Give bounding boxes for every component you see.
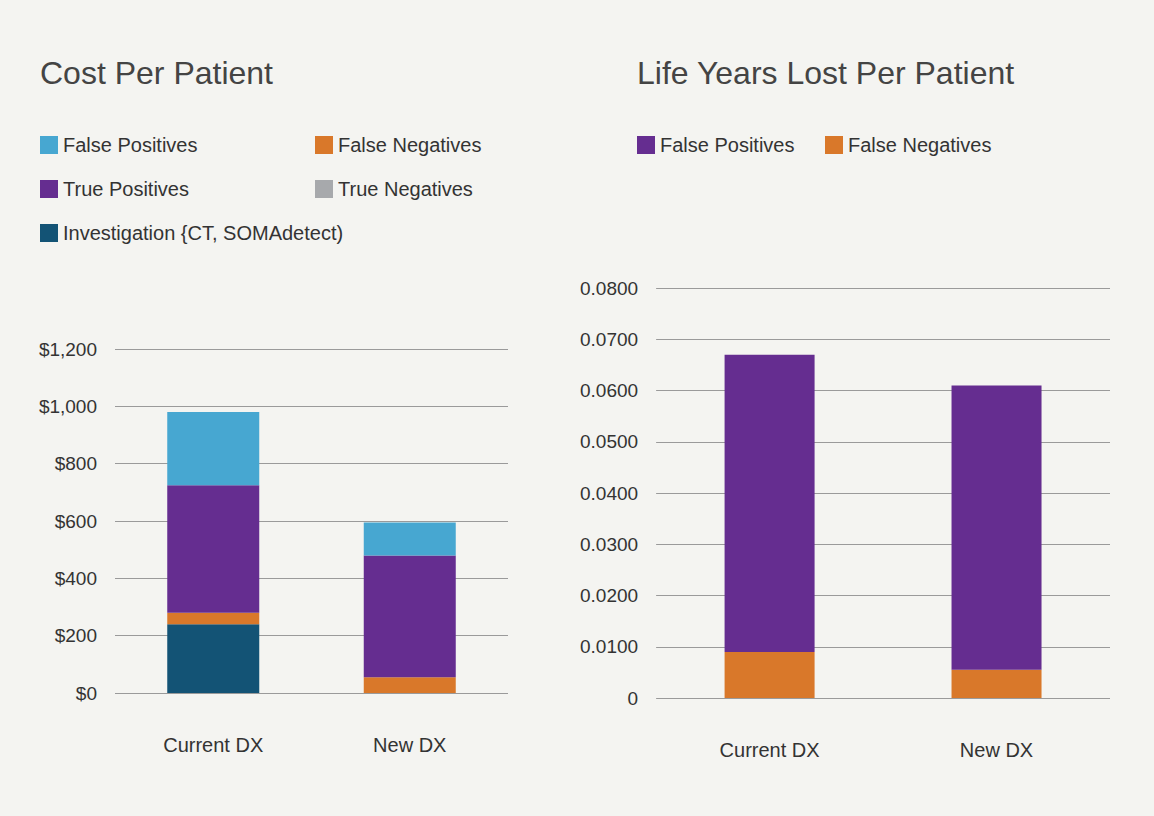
svg-text:$0: $0 bbox=[76, 683, 97, 704]
svg-text:New DX: New DX bbox=[373, 734, 446, 756]
svg-text:Current DX: Current DX bbox=[163, 734, 263, 756]
svg-text:0: 0 bbox=[628, 688, 639, 709]
svg-text:True Positives: True Positives bbox=[63, 178, 189, 200]
svg-text:False Negatives: False Negatives bbox=[848, 134, 991, 156]
svg-text:Investigation {CT, SOMAdetect): Investigation {CT, SOMAdetect) bbox=[63, 222, 343, 244]
svg-text:False Positives: False Positives bbox=[660, 134, 795, 156]
svg-text:False Negatives: False Negatives bbox=[338, 134, 481, 156]
svg-text:False Positives: False Positives bbox=[63, 134, 198, 156]
svg-text:Current DX: Current DX bbox=[720, 739, 820, 761]
svg-text:0.0500: 0.0500 bbox=[580, 431, 638, 452]
svg-text:0.0200: 0.0200 bbox=[580, 585, 638, 606]
svg-text:$600: $600 bbox=[55, 511, 97, 532]
svg-text:Life Years Lost Per Patient: Life Years Lost Per Patient bbox=[637, 55, 1014, 91]
svg-text:New DX: New DX bbox=[960, 739, 1033, 761]
svg-text:0.0100: 0.0100 bbox=[580, 636, 638, 657]
svg-text:$1,200: $1,200 bbox=[39, 339, 97, 360]
svg-text:$400: $400 bbox=[55, 568, 97, 589]
svg-text:0.0600: 0.0600 bbox=[580, 380, 638, 401]
svg-text:$800: $800 bbox=[55, 453, 97, 474]
svg-text:True Negatives: True Negatives bbox=[338, 178, 473, 200]
svg-text:0.0400: 0.0400 bbox=[580, 483, 638, 504]
svg-text:0.0700: 0.0700 bbox=[580, 329, 638, 350]
svg-text:$200: $200 bbox=[55, 625, 97, 646]
svg-text:0.0800: 0.0800 bbox=[580, 278, 638, 299]
svg-text:0.0300: 0.0300 bbox=[580, 534, 638, 555]
svg-text:$1,000: $1,000 bbox=[39, 396, 97, 417]
svg-text:Cost Per Patient: Cost Per Patient bbox=[40, 55, 273, 91]
